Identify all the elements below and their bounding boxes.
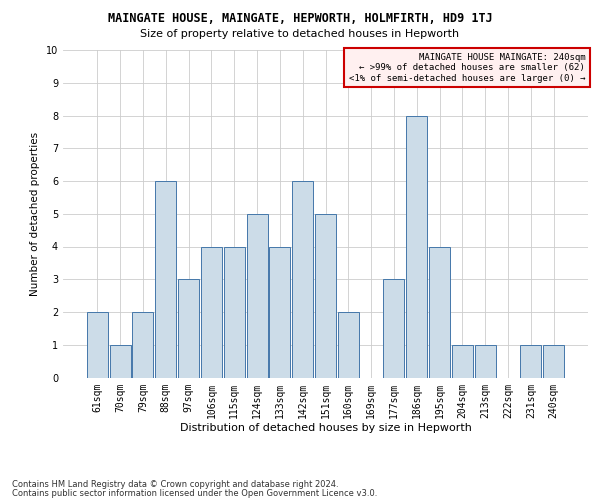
Bar (315, 214, 336, 378)
Bar (475, 345, 496, 378)
Bar (110, 345, 131, 378)
Bar (247, 214, 268, 378)
Bar (201, 246, 222, 378)
Bar (520, 345, 541, 378)
Text: Contains public sector information licensed under the Open Government Licence v3: Contains public sector information licen… (12, 489, 377, 498)
X-axis label: Distribution of detached houses by size in Hepworth: Distribution of detached houses by size … (179, 423, 472, 433)
Bar (178, 279, 199, 378)
Text: MAINGATE HOUSE, MAINGATE, HEPWORTH, HOLMFIRTH, HD9 1TJ: MAINGATE HOUSE, MAINGATE, HEPWORTH, HOLM… (107, 12, 493, 26)
Bar (543, 345, 564, 378)
Bar (429, 246, 450, 378)
Bar (292, 181, 313, 378)
Bar (338, 312, 359, 378)
Bar (224, 246, 245, 378)
Bar (155, 181, 176, 378)
Text: MAINGATE HOUSE MAINGATE: 240sqm
← >99% of detached houses are smaller (62)
<1% o: MAINGATE HOUSE MAINGATE: 240sqm ← >99% o… (349, 53, 585, 82)
Text: Contains HM Land Registry data © Crown copyright and database right 2024.: Contains HM Land Registry data © Crown c… (12, 480, 338, 489)
Bar (133, 312, 154, 378)
Bar (269, 246, 290, 378)
Bar (87, 312, 108, 378)
Text: Size of property relative to detached houses in Hepworth: Size of property relative to detached ho… (140, 29, 460, 39)
Bar (406, 116, 427, 378)
Y-axis label: Number of detached properties: Number of detached properties (31, 132, 40, 296)
Bar (383, 279, 404, 378)
Bar (452, 345, 473, 378)
